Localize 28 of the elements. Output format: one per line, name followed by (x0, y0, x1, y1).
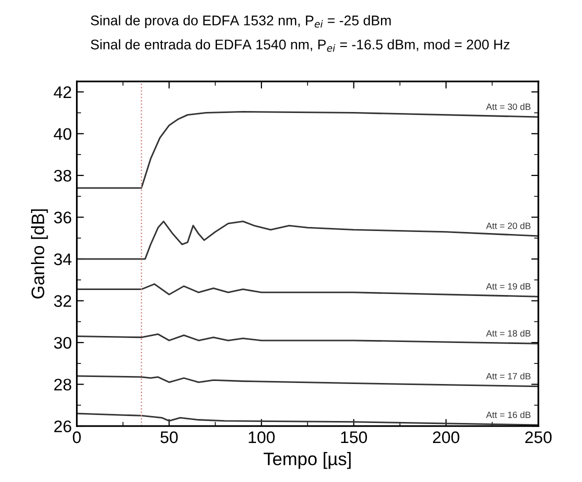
y-tick-label: 28 (54, 378, 72, 391)
x-tick-label: 0 (72, 431, 81, 444)
y-tick-label: 34 (54, 253, 72, 266)
x-tick-label: 200 (432, 431, 460, 444)
series-label: Att = 18 dB (486, 330, 530, 337)
chart-title: Sinal de prova do EDFA 1532 nm, P$_{ei}$ = -25 dBm (90, 15, 391, 28)
x-tick-label: 250 (525, 431, 552, 444)
y-tick-label: 42 (54, 86, 72, 98)
x-tick-label: 50 (160, 431, 178, 444)
series-label: Att = 16 dB (486, 411, 530, 418)
series-label: Att = 17 dB (486, 372, 530, 380)
series-label: Att = 30 dB (486, 103, 530, 110)
y-axis-title: Ganho [dB] (31, 209, 48, 299)
line-series (76, 220, 538, 260)
y-tick-label: 38 (54, 170, 72, 182)
line-series (76, 110, 538, 189)
line-series (76, 283, 538, 298)
x-tick-label: 100 (248, 431, 275, 444)
y-tick-label: 26 (54, 420, 72, 432)
y-tick-label: 30 (54, 336, 72, 349)
chart-subtitle: Sinal de entrada do EDFA 1540 nm, P$_{ei}$ = -16.5 dBm, mod = 200 Hz (90, 39, 510, 52)
y-tick-label: 36 (54, 212, 72, 224)
y-tick-label: 32 (54, 295, 72, 307)
y-tick-label: 40 (54, 128, 72, 140)
series-label: Att = 20 dB (486, 222, 530, 230)
series-label: Att = 19 dB (486, 282, 530, 290)
x-axis-title: Tempo [µs] (264, 452, 351, 469)
x-tick-label: 150 (341, 431, 367, 444)
